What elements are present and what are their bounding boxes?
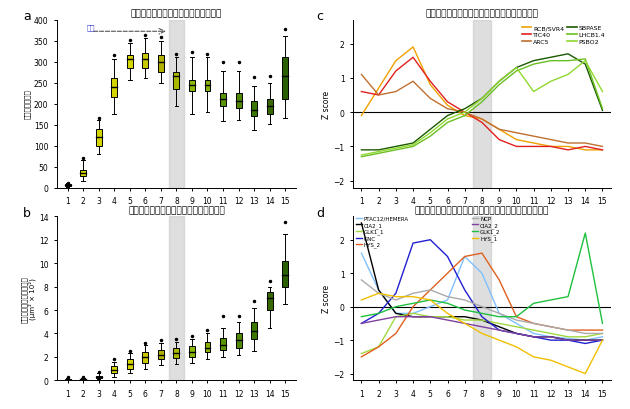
FancyBboxPatch shape [266,293,273,310]
FancyBboxPatch shape [205,81,210,92]
FancyBboxPatch shape [282,58,288,100]
Y-axis label: 細胞あたりの数: 細胞あたりの数 [25,90,31,119]
Text: b: b [23,207,31,220]
FancyBboxPatch shape [173,348,180,358]
FancyBboxPatch shape [220,338,226,350]
FancyBboxPatch shape [65,379,71,380]
FancyBboxPatch shape [266,100,273,115]
FancyBboxPatch shape [251,322,257,339]
Text: a: a [23,10,31,23]
Text: 葉鞘: 葉鞘 [86,25,94,31]
FancyBboxPatch shape [205,342,210,352]
FancyBboxPatch shape [236,94,241,108]
FancyBboxPatch shape [127,56,133,69]
FancyBboxPatch shape [158,56,164,73]
FancyBboxPatch shape [236,334,241,348]
Y-axis label: Z score: Z score [321,90,331,118]
Title: 細胞あたりの色素体または葉緑体の領域: 細胞あたりの色素体または葉緑体の領域 [128,206,225,215]
FancyBboxPatch shape [173,73,180,90]
FancyBboxPatch shape [142,54,148,69]
Bar [473,217,491,380]
FancyBboxPatch shape [189,346,195,357]
FancyBboxPatch shape [189,81,195,92]
FancyBboxPatch shape [220,94,226,106]
Bar [169,217,184,380]
Title: 細胞あたりの色素体または葉緑体の数: 細胞あたりの色素体または葉緑体の数 [130,9,222,18]
FancyBboxPatch shape [251,102,257,117]
FancyBboxPatch shape [282,261,288,287]
FancyBboxPatch shape [96,129,101,146]
FancyBboxPatch shape [112,366,117,373]
Text: c: c [317,10,324,23]
Title: 光合成機能に関連すると考えられている制御因子の発現: 光合成機能に関連すると考えられている制御因子の発現 [415,206,549,215]
Bar [169,20,184,188]
FancyBboxPatch shape [112,79,117,98]
FancyBboxPatch shape [127,360,133,369]
FancyBboxPatch shape [80,379,86,380]
Legend: RCB/SVR4, TIC40, ARC5, SBPASE, LHCB1.4, PSBO2: RCB/SVR4, TIC40, ARC5, SBPASE, LHCB1.4, … [520,24,608,48]
Bar [473,20,491,188]
FancyBboxPatch shape [142,352,148,363]
Legend: NCP, CIA2_2, GLK1_2, HYS_1: NCP, CIA2_2, GLK1_2, HYS_1 [469,214,503,244]
FancyBboxPatch shape [65,185,71,187]
FancyBboxPatch shape [158,350,164,360]
Text: d: d [317,207,324,220]
FancyBboxPatch shape [80,171,86,176]
Title: 色素体と葉緑体の発生に関連する遺伝子の発現: 色素体と葉緑体の発生に関連する遺伝子の発現 [425,9,539,18]
Y-axis label: 細胞あたりの葉緑体領域
(μm² × 10²): 細胞あたりの葉緑体領域 (μm² × 10²) [21,275,36,322]
FancyBboxPatch shape [96,376,101,378]
Y-axis label: Z score: Z score [321,285,331,312]
